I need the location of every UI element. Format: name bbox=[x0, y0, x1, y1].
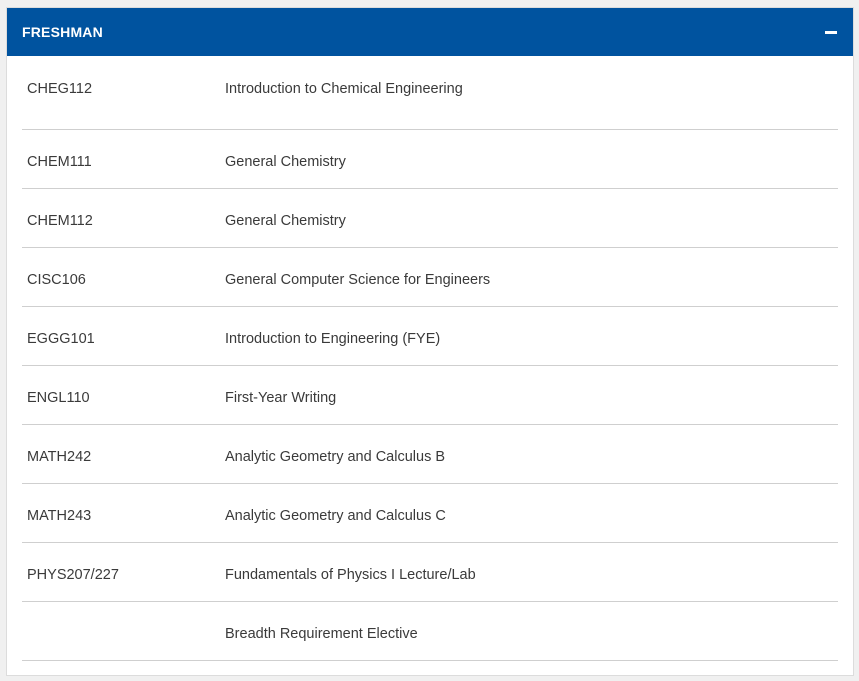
freshman-accordion: FRESHMAN CHEG112 Introduction to Chemica… bbox=[6, 7, 854, 676]
course-name: General Chemistry bbox=[225, 154, 346, 170]
course-code: MATH243 bbox=[27, 508, 92, 524]
course-code: EGGG101 bbox=[27, 331, 95, 347]
table-row: MATH242 Analytic Geometry and Calculus B bbox=[22, 425, 838, 484]
course-code: ENGL110 bbox=[27, 390, 90, 406]
course-name: General Chemistry bbox=[225, 213, 346, 229]
course-name: Introduction to Engineering (FYE) bbox=[225, 331, 441, 347]
course-name: General Computer Science for Engineers bbox=[225, 272, 491, 288]
table-row: CHEM112 General Chemistry bbox=[22, 189, 838, 248]
course-code: PHYS207/227 bbox=[27, 567, 119, 583]
course-code: CHEM111 bbox=[27, 154, 92, 170]
minus-icon[interactable] bbox=[825, 25, 839, 39]
course-name: Analytic Geometry and Calculus B bbox=[225, 449, 446, 465]
table-row: EGGG101 Introduction to Engineering (FYE… bbox=[22, 307, 838, 366]
table-row: MATH243 Analytic Geometry and Calculus C bbox=[22, 484, 838, 543]
accordion-title: FRESHMAN bbox=[22, 24, 103, 40]
accordion-header[interactable]: FRESHMAN bbox=[7, 8, 853, 56]
course-table: CHEG112 Introduction to Chemical Enginee… bbox=[22, 56, 838, 661]
course-name: Introduction to Chemical Engineering bbox=[225, 81, 463, 97]
course-code: MATH242 bbox=[27, 449, 92, 465]
course-code: CISC106 bbox=[27, 272, 86, 288]
course-name: Breadth Requirement Elective bbox=[225, 626, 418, 642]
table-row: CHEM111 General Chemistry bbox=[22, 130, 838, 189]
table-row: Breadth Requirement Elective bbox=[22, 602, 838, 661]
course-code: CHEM112 bbox=[27, 213, 93, 229]
course-name: Analytic Geometry and Calculus C bbox=[225, 508, 446, 524]
table-row: ENGL110 First-Year Writing bbox=[22, 366, 838, 425]
table-row: PHYS207/227 Fundamentals of Physics I Le… bbox=[22, 543, 838, 602]
course-name: First-Year Writing bbox=[225, 390, 337, 406]
course-code: CHEG112 bbox=[27, 81, 93, 97]
course-name: Fundamentals of Physics I Lecture/Lab bbox=[225, 567, 476, 583]
table-row: CHEG112 Introduction to Chemical Enginee… bbox=[22, 56, 838, 130]
table-row: CISC106 General Computer Science for Eng… bbox=[22, 248, 838, 307]
